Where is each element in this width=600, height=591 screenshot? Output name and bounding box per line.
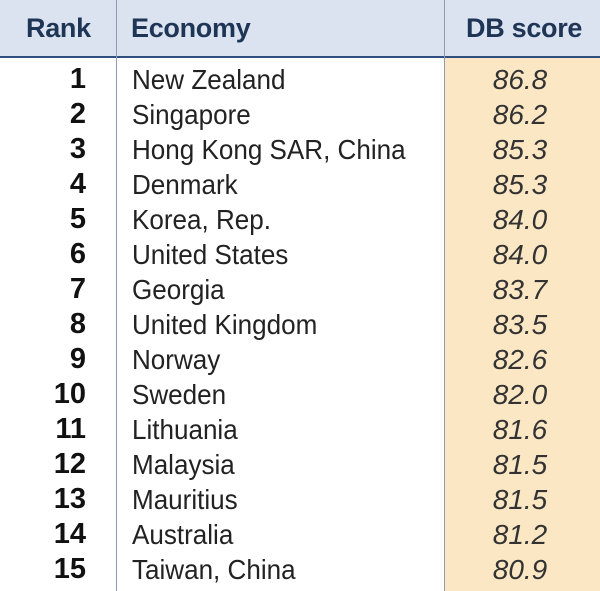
rank-cell: 10 — [53, 378, 86, 410]
rank-cell: 4 — [69, 168, 86, 200]
economy-cell: Norway — [132, 344, 221, 375]
db-score-cell: 84.0 — [492, 204, 548, 235]
db-score-cell: 81.6 — [492, 414, 548, 445]
economy-cell: Denmark — [132, 169, 238, 200]
table-row: 3 Hong Kong SAR, China 85.3 — [0, 132, 600, 167]
db-score-cell: 84.0 — [492, 239, 548, 270]
db-score-cell: 81.2 — [492, 519, 548, 550]
table-row: 11 Lithuania 81.6 — [0, 412, 600, 447]
db-score-cell: 82.6 — [492, 344, 548, 375]
table-row: 15 Taiwan, China 80.9 — [0, 552, 600, 587]
rank-cell: 11 — [55, 413, 86, 445]
table-row: 9 Norway 82.6 — [0, 342, 600, 377]
economy-cell: Hong Kong SAR, China — [132, 134, 406, 165]
db-score-cell: 83.7 — [492, 274, 548, 305]
header-db-score: DB score — [466, 13, 583, 43]
economy-cell: Taiwan, China — [132, 554, 296, 585]
table-body: 1 New Zealand 86.8 2 Singapore 86.2 3 Hong Kong… — [0, 62, 600, 587]
rank-cell: 6 — [69, 238, 86, 270]
rank-cell: 14 — [53, 518, 86, 550]
table-row: 10 Sweden 82.0 — [0, 377, 600, 412]
db-score-cell: 85.3 — [492, 169, 548, 200]
db-score-cell: 82.0 — [492, 379, 548, 410]
table-row: 6 United States 84.0 — [0, 237, 600, 272]
db-score-cell: 86.8 — [492, 64, 548, 95]
db-score-cell: 83.5 — [492, 309, 548, 340]
rank-cell: 9 — [69, 343, 86, 375]
header-rank: Rank — [26, 13, 91, 43]
economy-cell: Lithuania — [132, 414, 238, 445]
table-row: 14 Australia 81.2 — [0, 517, 600, 552]
score-column-highlight — [445, 58, 600, 591]
economy-cell: Singapore — [132, 99, 251, 130]
table-row: 5 Korea, Rep. 84.0 — [0, 202, 600, 237]
rank-cell: 12 — [53, 448, 86, 480]
db-score-cell: 80.9 — [492, 554, 548, 585]
economy-cell: Georgia — [132, 274, 225, 305]
table-row: 12 Malaysia 81.5 — [0, 447, 600, 482]
economy-cell: Korea, Rep. — [132, 204, 271, 235]
header-economy: Economy — [131, 13, 251, 43]
table-row: 8 United Kingdom 83.5 — [0, 307, 600, 342]
economy-cell: United States — [132, 239, 289, 270]
rank-cell: 5 — [69, 203, 86, 235]
table-header: Rank Economy DB score — [0, 0, 600, 58]
economy-cell: Australia — [132, 519, 234, 550]
table-row: 2 Singapore 86.2 — [0, 97, 600, 132]
economy-cell: Mauritius — [132, 484, 238, 515]
economy-cell: Sweden — [132, 379, 227, 410]
rank-cell: 13 — [53, 483, 86, 515]
rank-cell: 7 — [69, 273, 86, 305]
db-score-cell: 85.3 — [492, 134, 548, 165]
rank-cell: 1 — [69, 63, 86, 95]
economy-cell: Malaysia — [132, 449, 235, 480]
table-row: 1 New Zealand 86.8 — [0, 62, 600, 97]
column-divider-rank-economy — [116, 0, 117, 591]
table-row: 4 Denmark 85.3 — [0, 167, 600, 202]
column-divider-economy-score — [444, 0, 445, 591]
table-row: 7 Georgia 83.7 — [0, 272, 600, 307]
table-row: 13 Mauritius 81.5 — [0, 482, 600, 517]
rank-cell: 3 — [69, 133, 86, 165]
economy-cell: New Zealand — [132, 64, 286, 95]
rank-cell: 15 — [53, 553, 86, 585]
db-score-cell: 81.5 — [492, 484, 548, 515]
economy-cell: United Kingdom — [132, 309, 318, 340]
db-score-cell: 81.5 — [492, 449, 548, 480]
rank-cell: 2 — [69, 98, 86, 130]
db-score-cell: 86.2 — [492, 99, 548, 130]
rank-cell: 8 — [69, 308, 86, 340]
